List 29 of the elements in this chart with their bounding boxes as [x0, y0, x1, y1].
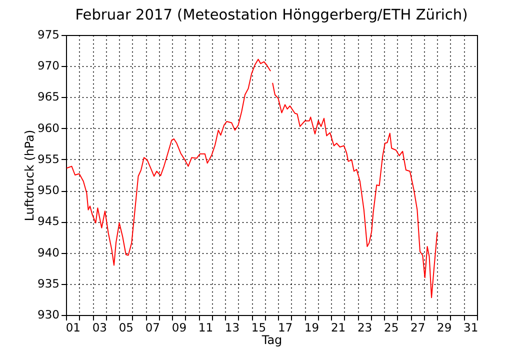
- y-tick-label: 965: [38, 90, 60, 104]
- y-tick-label: 970: [38, 58, 60, 73]
- x-tick-label: 05: [118, 320, 134, 334]
- x-tick-label: 19: [304, 320, 320, 334]
- y-tick-label: 955: [38, 152, 60, 166]
- x-axis-title: Tag: [260, 333, 282, 347]
- y-axis-title: Luftdruck (hPa): [22, 130, 37, 222]
- x-tick-label: 17: [278, 320, 293, 334]
- x-tick-label: 23: [357, 320, 372, 334]
- y-tick-label: 940: [38, 245, 60, 260]
- x-tick-label: 29: [437, 320, 452, 334]
- y-tick-label: 930: [38, 308, 60, 322]
- x-tick-label: 11: [198, 320, 214, 334]
- x-tick-label: 25: [384, 320, 399, 334]
- chart-title: Februar 2017 (Meteostation Hönggerberg/ETH Zürich): [75, 8, 468, 24]
- x-tick-label: 01: [66, 320, 80, 334]
- y-tick-label: 950: [38, 183, 60, 198]
- x-tick-label: 27: [410, 320, 426, 334]
- x-tick-label: 21: [330, 320, 346, 334]
- y-tick-label: 975: [38, 28, 60, 42]
- y-tick-label: 960: [38, 120, 60, 135]
- y-tick-label: 935: [38, 276, 60, 290]
- x-tick-label: 31: [464, 320, 478, 334]
- x-tick-label: 15: [251, 320, 266, 334]
- x-tick-label: 13: [224, 320, 240, 334]
- x-tick-label: 07: [145, 320, 160, 334]
- x-tick-label: 03: [92, 320, 107, 334]
- x-tick-label: 09: [172, 320, 187, 334]
- y-tick-label: 945: [38, 214, 60, 228]
